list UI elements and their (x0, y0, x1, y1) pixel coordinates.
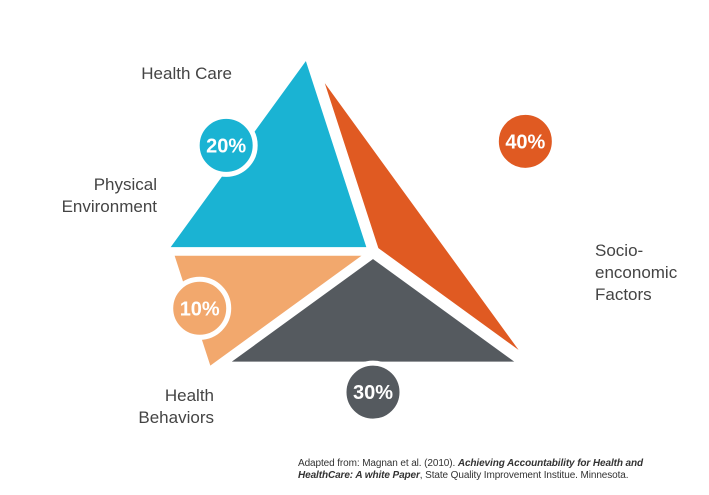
badge-20-label: 20% (206, 135, 246, 157)
badge-10-circle (168, 276, 232, 340)
badge-30-circle (341, 360, 405, 424)
badge-40-circle (493, 109, 557, 173)
slice-label-health-behaviors: Health Behaviors (96, 385, 214, 429)
slice-socioeconomic (315, 67, 532, 364)
slice-label-line: enconomic (595, 263, 678, 282)
slice-label-line: Behaviors (138, 408, 214, 427)
slice-label-line: Physical (93, 175, 157, 194)
slice-label-physical-environment: Physical Environment (30, 174, 157, 218)
badge-20-circle (194, 113, 258, 177)
slice-label-line: Factors (595, 285, 652, 304)
source-suffix: , State Quality Improvement Institue. Mi… (419, 470, 629, 481)
slice-label-socioeconomic: Socio-enconomic Factors (595, 240, 705, 306)
slice-label-health-care: Health Care (120, 63, 232, 85)
badge-10-label: 10% (180, 298, 220, 320)
badge-40-label: 40% (505, 131, 545, 153)
slice-label-line: Socio- (595, 241, 644, 260)
source-prefix: Adapted from: Magnan et al. (2010). (298, 458, 458, 469)
source-citation: Adapted from: Magnan et al. (2010). Achi… (298, 458, 698, 482)
slice-label-line: Health (164, 386, 214, 405)
badge-30-label: 30% (353, 382, 393, 404)
slice-label-line: Environment (61, 197, 157, 216)
slice-label-line: Health Care (141, 64, 232, 83)
source-title: Achieving Accountability for Health and … (298, 458, 644, 481)
